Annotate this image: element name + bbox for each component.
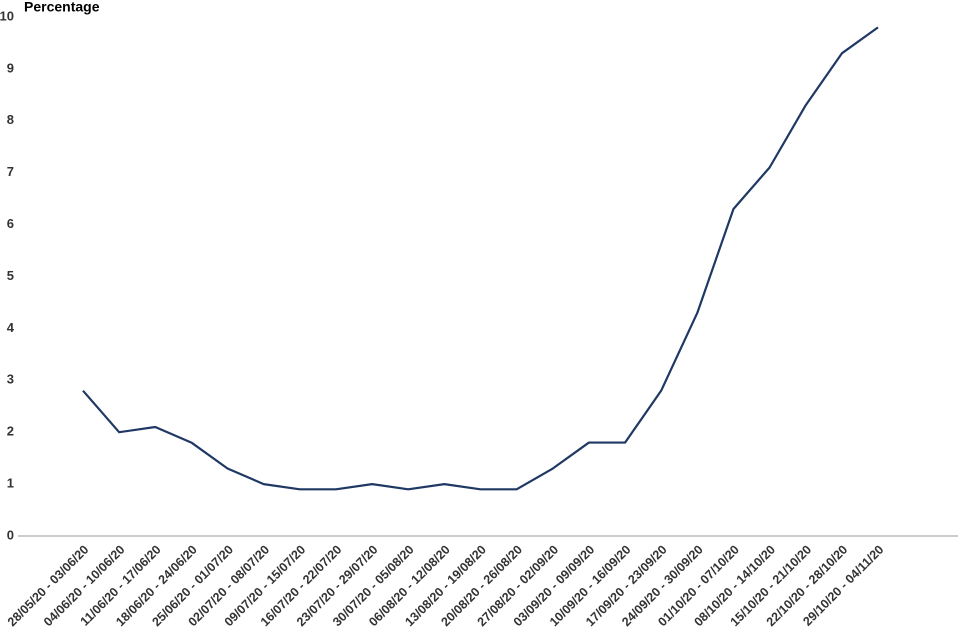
- y-tick-label: 6: [7, 216, 14, 231]
- y-tick-label: 8: [7, 112, 14, 127]
- line: [82, 26, 879, 491]
- y-tick-label: 4: [7, 320, 15, 335]
- y-tick-label: 1: [7, 476, 14, 491]
- y-tick-label: 10: [0, 8, 14, 23]
- y-tick-label: 3: [7, 372, 14, 387]
- y-tick-label: 7: [7, 164, 14, 179]
- y-tick-label: 9: [7, 60, 14, 75]
- y-tick-label: 2: [7, 424, 14, 439]
- y-axis-title: Percentage: [24, 0, 100, 15]
- y-tick-label: 0: [7, 527, 14, 542]
- y-tick-label: 5: [7, 268, 14, 283]
